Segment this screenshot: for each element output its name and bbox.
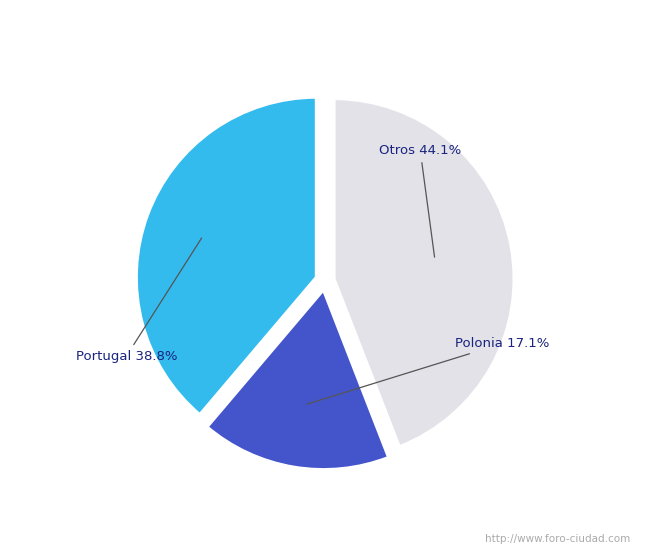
- Wedge shape: [334, 98, 514, 447]
- Text: Portugal 38.8%: Portugal 38.8%: [75, 238, 202, 363]
- Text: http://www.foro-ciudad.com: http://www.foro-ciudad.com: [486, 535, 630, 544]
- Wedge shape: [207, 289, 389, 470]
- Text: Otros 44.1%: Otros 44.1%: [379, 144, 462, 257]
- Text: Polonia 17.1%: Polonia 17.1%: [307, 337, 549, 404]
- Text: Rois - Turistas extranjeros según país - Abril de 2024: Rois - Turistas extranjeros según país -…: [124, 30, 526, 47]
- Wedge shape: [136, 97, 317, 415]
